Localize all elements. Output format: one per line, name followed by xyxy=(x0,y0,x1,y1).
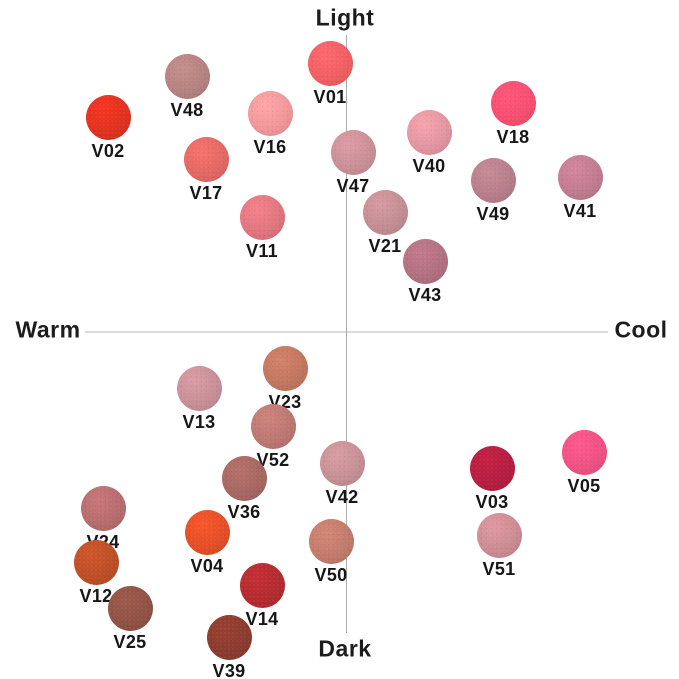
swatch-dot-v51 xyxy=(476,512,522,558)
swatch-label-v39: V39 xyxy=(212,660,246,679)
swatch-dot-v43 xyxy=(402,238,448,284)
light-dark-axis-line xyxy=(346,35,347,633)
swatch-dot-v18 xyxy=(490,80,536,126)
swatch-label-v25: V25 xyxy=(113,631,147,652)
swatch-dot-v39 xyxy=(206,614,252,660)
swatch-label-v50: V50 xyxy=(314,564,348,585)
swatch-dot-v04 xyxy=(184,509,230,555)
swatch-label-v05: V05 xyxy=(567,475,601,496)
swatch-v21: V21 xyxy=(362,189,408,257)
swatch-dot-v03 xyxy=(469,445,515,491)
swatch-v50: V50 xyxy=(308,518,354,586)
swatch-dot-v40 xyxy=(406,109,452,155)
swatch-dot-v02 xyxy=(85,94,131,140)
swatch-label-v01: V01 xyxy=(313,86,347,107)
swatch-dot-v52 xyxy=(250,403,296,449)
swatch-dot-v36 xyxy=(221,455,267,501)
swatch-v12: V12 xyxy=(73,539,119,607)
swatch-v36: V36 xyxy=(221,455,267,523)
swatch-label-v49: V49 xyxy=(476,203,510,224)
swatch-v43: V43 xyxy=(402,238,448,306)
swatch-dot-v41 xyxy=(557,154,603,200)
swatch-label-v11: V11 xyxy=(246,240,278,261)
swatch-v13: V13 xyxy=(176,365,222,433)
swatch-label-v13: V13 xyxy=(182,411,216,432)
swatch-label-v47: V47 xyxy=(336,175,370,196)
swatch-v05: V05 xyxy=(561,429,607,497)
axis-label-dark: Dark xyxy=(318,635,372,662)
swatch-dot-v12 xyxy=(73,539,119,585)
swatch-label-v51: V51 xyxy=(482,558,516,579)
swatch-v52: V52 xyxy=(250,403,296,471)
swatch-v47: V47 xyxy=(330,129,376,197)
swatch-label-v40: V40 xyxy=(412,155,446,176)
swatch-v11: V11 xyxy=(239,194,285,262)
swatch-label-v18: V18 xyxy=(496,126,530,147)
axis-label-warm: Warm xyxy=(15,316,81,343)
swatch-v41: V41 xyxy=(557,154,603,222)
swatch-v39: V39 xyxy=(206,614,252,679)
swatch-label-v12: V12 xyxy=(79,585,113,606)
swatch-label-v03: V03 xyxy=(475,491,509,512)
swatch-v14: V14 xyxy=(239,562,285,630)
swatch-dot-v17 xyxy=(183,136,229,182)
swatch-v16: V16 xyxy=(247,90,293,158)
swatch-label-v02: V02 xyxy=(91,140,125,161)
swatch-label-v42: V42 xyxy=(325,486,359,507)
swatch-dot-v48 xyxy=(164,53,210,99)
swatch-dot-v47 xyxy=(330,129,376,175)
swatch-v03: V03 xyxy=(469,445,515,513)
swatch-label-v04: V04 xyxy=(190,555,224,576)
swatch-label-v16: V16 xyxy=(253,136,287,157)
swatch-v17: V17 xyxy=(183,136,229,204)
swatch-v48: V48 xyxy=(164,53,210,121)
swatch-label-v36: V36 xyxy=(227,501,261,522)
swatch-v51: V51 xyxy=(476,512,522,580)
swatch-dot-v05 xyxy=(561,429,607,475)
swatch-dot-v01 xyxy=(307,40,353,86)
swatch-label-v41: V41 xyxy=(563,200,597,221)
swatch-dot-v11 xyxy=(239,194,285,240)
swatch-dot-v21 xyxy=(362,189,408,235)
swatch-dot-v13 xyxy=(176,365,222,411)
swatch-dot-v49 xyxy=(470,157,516,203)
swatch-v40: V40 xyxy=(406,109,452,177)
swatch-dot-v16 xyxy=(247,90,293,136)
swatch-v02: V02 xyxy=(85,94,131,162)
swatch-dot-v14 xyxy=(239,562,285,608)
swatch-v18: V18 xyxy=(490,80,536,148)
swatch-v23: V23 xyxy=(262,345,308,413)
swatch-dot-v24 xyxy=(80,485,126,531)
swatch-label-v14: V14 xyxy=(245,608,279,629)
swatch-label-v21: V21 xyxy=(368,235,402,256)
swatch-dot-v42 xyxy=(319,440,365,486)
swatch-label-v43: V43 xyxy=(408,284,442,305)
swatch-label-v17: V17 xyxy=(189,182,223,203)
axis-label-light: Light xyxy=(315,4,375,31)
swatch-v42: V42 xyxy=(319,440,365,508)
swatch-v49: V49 xyxy=(470,157,516,225)
swatch-label-v52: V52 xyxy=(256,449,290,470)
swatch-v04: V04 xyxy=(184,509,230,577)
swatch-v01: V01 xyxy=(307,40,353,108)
swatch-label-v48: V48 xyxy=(170,99,204,120)
swatch-v25: V25 xyxy=(107,585,153,653)
axis-label-cool: Cool xyxy=(614,316,668,343)
swatch-dot-v23 xyxy=(262,345,308,391)
swatch-dot-v50 xyxy=(308,518,354,564)
swatch-dot-v25 xyxy=(107,585,153,631)
